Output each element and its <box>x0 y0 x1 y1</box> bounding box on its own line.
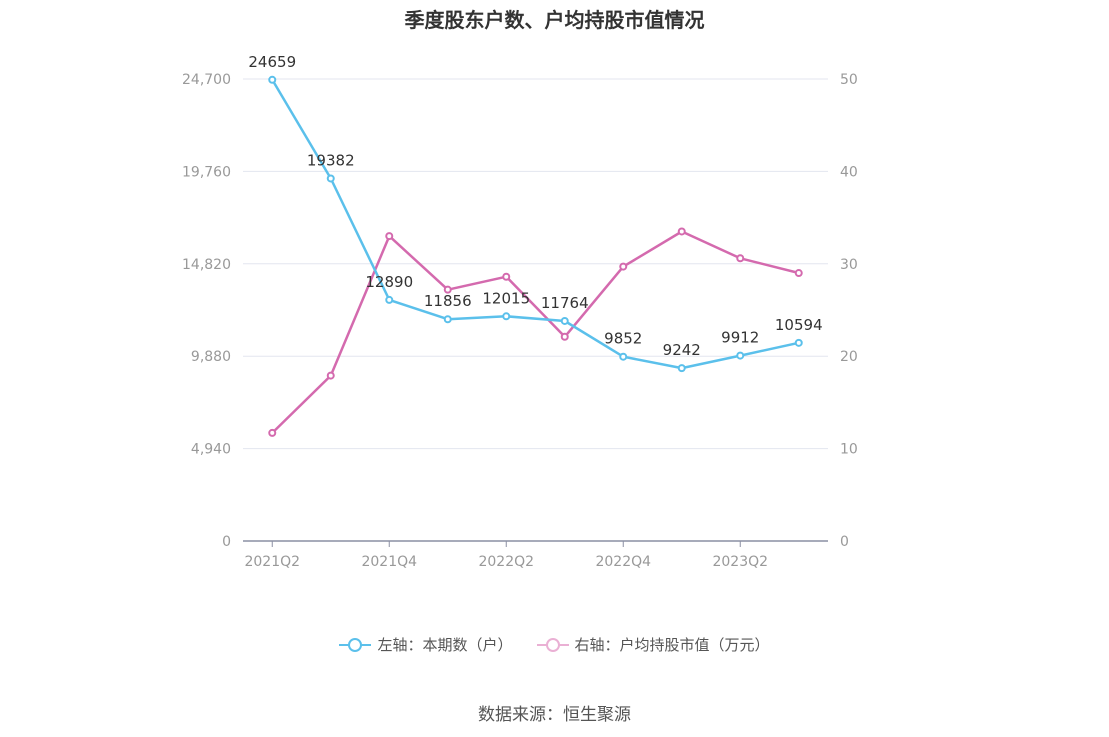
left-axis-tick-label: 14,820 <box>182 257 231 273</box>
data-point-left <box>443 315 452 324</box>
data-point-right <box>502 272 511 281</box>
axes: 0 0 4,940 10 9,880 20 14,820 30 19,760 40 24,700 50… <box>182 72 858 570</box>
data-point-right <box>619 262 628 271</box>
data-label: 9912 <box>721 329 759 347</box>
data-label: 10594 <box>775 316 823 334</box>
left-axis-tick-label: 9,880 <box>191 349 231 365</box>
data-point-right <box>268 428 277 437</box>
series-layer <box>268 75 803 437</box>
right-axis-tick-label: 10 <box>840 442 858 458</box>
legend-item-left[interactable]: 左轴：本期数（户） <box>339 634 513 655</box>
data-label: 11764 <box>541 294 589 312</box>
series-line-right <box>271 230 800 434</box>
x-axis-tick-label: 2021Q2 <box>244 554 300 570</box>
data-point-right <box>326 371 335 380</box>
data-label: 9242 <box>663 341 701 359</box>
data-point-left <box>560 316 569 325</box>
data-point-right <box>677 227 686 236</box>
data-point-left <box>326 174 335 183</box>
data-point-right <box>443 285 452 294</box>
left-axis-tick-label: 0 <box>222 534 231 550</box>
grid-lines <box>243 78 828 450</box>
left-axis-tick-label: 4,940 <box>191 442 231 458</box>
right-axis-tick-label: 0 <box>840 534 849 550</box>
left-axis-tick-label: 19,760 <box>182 164 231 180</box>
data-point-right <box>560 332 569 341</box>
data-point-right <box>385 232 394 241</box>
right-axis-tick-label: 50 <box>840 72 858 88</box>
data-point-left <box>619 352 628 361</box>
legend-label-right: 右轴：户均持股市值（万元） <box>574 636 770 654</box>
data-point-left <box>385 295 394 304</box>
right-axis-tick-label: 40 <box>840 164 858 180</box>
data-point-right <box>794 269 803 278</box>
series-line-left <box>271 79 800 370</box>
data-label: 12890 <box>365 273 413 291</box>
data-label: 12015 <box>482 289 530 307</box>
x-axis-tick-label: 2023Q2 <box>712 554 768 570</box>
right-axis-tick-label: 30 <box>840 257 858 273</box>
legend-swatch-left <box>339 637 372 653</box>
data-point-left <box>268 75 277 84</box>
data-point-left <box>677 364 686 373</box>
data-point-right <box>736 254 745 263</box>
data-label: 9852 <box>604 330 642 348</box>
chart-title: 季度股东户数、户均持股市值情况 <box>404 8 705 32</box>
x-axis-tick-label: 2022Q4 <box>595 554 651 570</box>
legend-label-left: 左轴：本期数（户） <box>377 636 513 654</box>
x-axis-tick-label: 2022Q2 <box>478 554 534 570</box>
data-label: 11856 <box>424 292 472 310</box>
data-label: 24659 <box>248 53 296 71</box>
data-point-left <box>794 338 803 347</box>
data-label: 19382 <box>307 151 355 169</box>
data-point-left <box>736 351 745 360</box>
data-point-left <box>502 312 511 321</box>
legend: 左轴：本期数（户） 右轴：户均持股市值（万元） <box>0 634 1109 655</box>
data-labels: 24659 19382 12890 11856 12015 11764 9852 9242 99… <box>248 53 822 359</box>
data-source: 数据来源：恒生聚源 <box>478 705 631 725</box>
x-axis-tick-label: 2021Q4 <box>361 554 417 570</box>
right-axis-tick-label: 20 <box>840 349 858 365</box>
legend-item-right[interactable]: 右轴：户均持股市值（万元） <box>536 634 770 655</box>
legend-swatch-right <box>536 637 569 653</box>
left-axis-tick-label: 24,700 <box>182 72 231 88</box>
